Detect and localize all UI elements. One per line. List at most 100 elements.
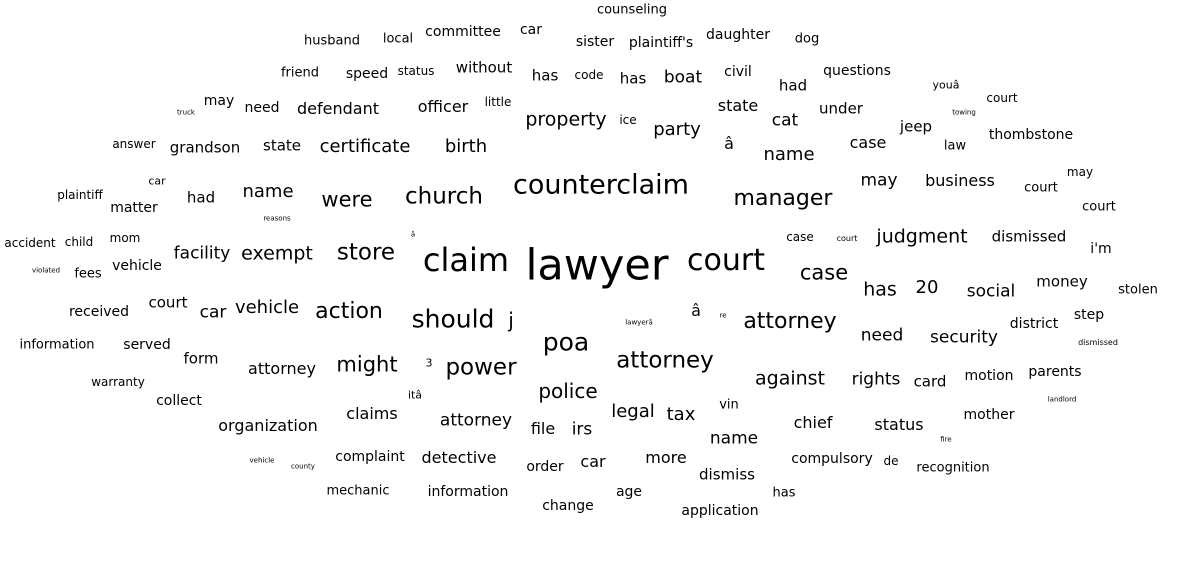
word: court	[1024, 180, 1058, 196]
word: claim	[422, 241, 510, 279]
word: facility	[173, 243, 231, 264]
word: power	[445, 354, 517, 381]
word: code	[574, 68, 604, 82]
word: stolen	[1118, 282, 1158, 298]
word: church	[405, 183, 483, 210]
word: dismissed	[1078, 338, 1118, 347]
word: court	[836, 234, 858, 243]
word: law	[943, 138, 967, 154]
word: might	[336, 352, 398, 377]
word: social	[966, 281, 1016, 302]
word: tax	[666, 404, 696, 425]
word: had	[186, 188, 216, 207]
word: violated	[31, 266, 61, 275]
word: truck	[177, 108, 195, 117]
word: vin	[719, 397, 739, 413]
word: daughter	[706, 27, 770, 43]
word: â	[691, 301, 701, 320]
word: speed	[345, 66, 389, 82]
word: husband	[304, 33, 360, 49]
word: towing	[952, 108, 976, 117]
word: recognition	[916, 460, 990, 476]
word: district	[1009, 316, 1059, 332]
word: car	[148, 174, 166, 188]
word: card	[913, 372, 947, 391]
word: counseling	[596, 2, 668, 18]
word: were	[321, 187, 373, 212]
word: need	[244, 100, 280, 116]
word: application	[681, 503, 759, 519]
word: county	[291, 462, 315, 471]
word: detective	[421, 448, 497, 467]
word: dismissed	[991, 227, 1067, 246]
word: step	[1073, 307, 1105, 323]
word: lawyer	[525, 240, 669, 291]
word: sister	[575, 34, 615, 50]
word: should	[411, 304, 495, 334]
word: has	[772, 485, 796, 501]
word: birth	[444, 136, 488, 157]
word: compulsory	[791, 451, 873, 467]
word: under	[819, 99, 863, 118]
word: plaintiff's	[628, 35, 694, 51]
word: complaint	[335, 449, 405, 465]
word: manager	[733, 186, 833, 211]
word: cat	[771, 110, 799, 131]
word: action	[315, 299, 383, 324]
word: chief	[793, 413, 833, 432]
word: file	[530, 419, 556, 438]
word: party	[653, 119, 701, 140]
word: name	[763, 144, 815, 165]
word: accident	[4, 236, 56, 250]
word: police	[538, 379, 598, 403]
word: information	[19, 337, 95, 353]
word: counterclaim	[513, 169, 689, 201]
word: car	[199, 302, 227, 323]
word: i'm	[1090, 241, 1112, 257]
word: dog	[794, 31, 820, 47]
word: state	[263, 136, 301, 155]
word: lawyerâ	[625, 318, 653, 327]
word: attorney	[743, 309, 837, 334]
word: name	[242, 181, 294, 202]
word: order	[526, 459, 564, 475]
word: business	[925, 171, 995, 190]
word: court	[687, 243, 765, 278]
word: warranty	[91, 375, 145, 389]
word: fees	[74, 266, 102, 282]
word: money	[1036, 272, 1088, 291]
word: claims	[346, 404, 398, 423]
word: committee	[425, 24, 501, 40]
word: attorney	[439, 410, 513, 431]
word: against	[754, 367, 826, 390]
word: court	[1082, 199, 1116, 215]
word: little	[484, 95, 512, 109]
word: has	[619, 69, 647, 88]
word: defendant	[297, 99, 379, 118]
word: landlord	[1047, 395, 1077, 404]
word: may	[1066, 165, 1094, 179]
word: case	[786, 230, 814, 244]
word: questions	[823, 63, 891, 79]
word: has	[531, 66, 559, 85]
word: thombstone	[988, 127, 1074, 143]
word: age	[615, 484, 643, 500]
word: exempt	[241, 242, 313, 265]
word: more	[645, 448, 687, 467]
word: may	[203, 93, 235, 109]
word: j	[508, 308, 514, 332]
word: status	[874, 415, 924, 434]
word: child	[64, 235, 94, 249]
word: â	[410, 230, 416, 239]
word: irs	[571, 419, 593, 440]
word: vehicle	[249, 456, 275, 465]
word: poa	[542, 327, 590, 357]
word: may	[860, 170, 898, 191]
word: security	[930, 327, 998, 348]
word: de	[883, 454, 899, 468]
word: local	[382, 31, 414, 47]
word: mother	[963, 407, 1015, 423]
word: case	[799, 260, 849, 285]
word: matter	[110, 200, 158, 216]
